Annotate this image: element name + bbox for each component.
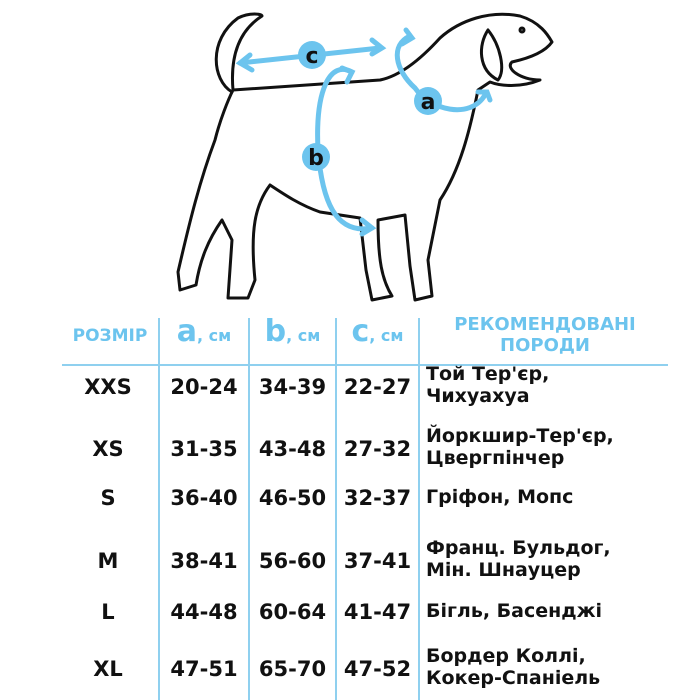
header-size: РОЗМІР xyxy=(72,326,148,346)
breed-line: Гріфон, Мопс xyxy=(426,486,574,508)
breed-line: Бігль, Басенджі xyxy=(426,600,603,622)
arrow-c-head-left xyxy=(235,52,255,73)
breed-line: Чихуахуа xyxy=(426,385,530,407)
c-cell: 47-52 xyxy=(343,657,412,681)
a-cell: 31-35 xyxy=(170,437,238,461)
c-cell: 41-47 xyxy=(343,600,412,624)
svg-text:c: c xyxy=(305,44,318,69)
header-divider xyxy=(62,364,668,366)
label-a: a xyxy=(414,87,442,115)
header-b: b, см xyxy=(264,314,321,349)
b-cell: 60-64 xyxy=(258,600,327,624)
size-cell: L xyxy=(101,600,115,624)
breed-line: Йоркшир-Тер'єр, xyxy=(426,425,614,447)
dog-outline xyxy=(176,12,554,302)
svg-text:a: a xyxy=(421,90,436,115)
c-cell: 22-27 xyxy=(343,375,412,399)
b-cell: 56-60 xyxy=(258,549,327,573)
arrow-b-head-bottom xyxy=(359,217,377,237)
header-c: c, см xyxy=(351,314,404,349)
a-cell: 44-48 xyxy=(170,600,238,624)
breed-line: Кокер-Спаніель xyxy=(426,667,601,689)
c-cell: 32-37 xyxy=(343,486,412,510)
arrow-c-head-right xyxy=(369,37,387,57)
header-a: a, см xyxy=(176,314,232,349)
size-cell: XL xyxy=(93,657,123,681)
column-divider xyxy=(158,318,160,700)
b-cell: 34-39 xyxy=(258,375,327,399)
column-divider xyxy=(335,318,337,700)
measurement-arrows xyxy=(235,27,493,237)
header-breeds: РЕКОМЕНДОВАНІ ПОРОДИ xyxy=(454,314,636,356)
a-cell: 20-24 xyxy=(170,375,238,399)
arrow-a-head-top xyxy=(399,27,416,47)
label-c: c xyxy=(298,41,326,69)
breed-line: Цвергпінчер xyxy=(426,447,565,469)
breed-line: Бордер Коллі, xyxy=(426,645,586,667)
dog-measurement-illustration: c b a xyxy=(176,12,554,302)
label-b: b xyxy=(302,143,330,171)
breed-line: Франц. Бульдог, xyxy=(426,537,611,559)
size-cell: M xyxy=(97,549,119,573)
b-cell: 43-48 xyxy=(258,437,327,461)
arrow-b-head-top xyxy=(339,65,356,85)
breed-line: Той Тер'єр, xyxy=(426,363,550,385)
size-cell: XXS xyxy=(84,375,132,399)
c-cell: 27-32 xyxy=(343,437,412,461)
a-cell: 36-40 xyxy=(170,486,238,510)
arrow-a-head-bottom xyxy=(475,89,493,103)
b-cell: 46-50 xyxy=(258,486,327,510)
c-cell: 37-41 xyxy=(343,549,412,573)
column-divider xyxy=(418,318,420,700)
arrow-a xyxy=(394,33,488,113)
size-cell: S xyxy=(100,486,116,510)
a-cell: 47-51 xyxy=(170,657,238,681)
b-cell: 65-70 xyxy=(258,657,327,681)
column-divider xyxy=(248,318,250,700)
breed-line: Мін. Шнауцер xyxy=(426,559,581,581)
a-cell: 38-41 xyxy=(170,549,238,573)
svg-text:b: b xyxy=(308,146,324,171)
size-cell: XS xyxy=(92,437,124,461)
